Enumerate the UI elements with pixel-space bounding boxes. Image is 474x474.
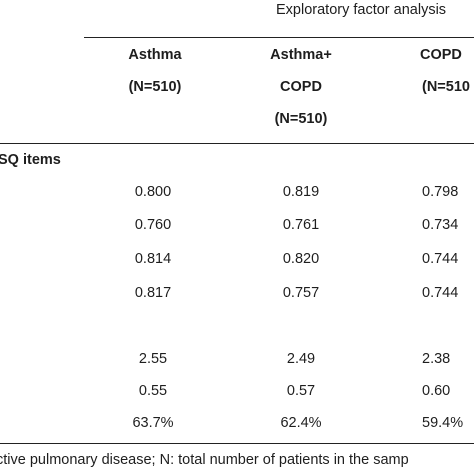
section-label: SQ items bbox=[0, 152, 61, 168]
cell-copd: 0.744 bbox=[422, 251, 459, 267]
cell-copd: 0.798 bbox=[422, 184, 459, 200]
cell-asthma: 0.814 bbox=[134, 251, 172, 267]
bottom-rule bbox=[0, 443, 474, 444]
cell-asthma-copd: 0.819 bbox=[282, 184, 320, 200]
footnote: ctive pulmonary disease; N: total number… bbox=[0, 452, 409, 468]
column-header-asthma-copd-n: (N=510) bbox=[274, 111, 328, 127]
cell-asthma: 0.55 bbox=[138, 383, 168, 399]
column-header-asthma-copd: Asthma+ bbox=[270, 47, 332, 63]
column-header-copd-n: (N=510 bbox=[422, 79, 470, 95]
cell-copd: 2.38 bbox=[422, 351, 451, 367]
cell-asthma-copd: 2.49 bbox=[286, 351, 316, 367]
cell-asthma-copd: 62.4% bbox=[280, 415, 322, 431]
group-title-rule bbox=[84, 37, 474, 38]
cell-asthma: 0.800 bbox=[134, 184, 172, 200]
group-title: Exploratory factor analysis bbox=[276, 2, 447, 18]
cell-copd: 0.60 bbox=[422, 383, 451, 399]
column-header-asthma-n: (N=510) bbox=[128, 79, 182, 95]
header-rule bbox=[0, 143, 474, 144]
cell-asthma: 2.55 bbox=[138, 351, 168, 367]
column-header-copd: COPD bbox=[420, 47, 462, 63]
cell-asthma: 63.7% bbox=[132, 415, 174, 431]
cell-asthma-copd: 0.820 bbox=[282, 251, 320, 267]
cell-copd: 59.4% bbox=[422, 415, 464, 431]
column-header-asthma: Asthma bbox=[128, 47, 182, 63]
cell-asthma: 0.817 bbox=[134, 285, 172, 301]
cell-copd: 0.734 bbox=[422, 217, 459, 233]
cell-copd: 0.744 bbox=[422, 285, 459, 301]
cell-asthma: 0.760 bbox=[134, 217, 172, 233]
cell-asthma-copd: 0.761 bbox=[282, 217, 320, 233]
cell-asthma-copd: 0.757 bbox=[282, 285, 320, 301]
column-header-asthma-copd-line2: COPD bbox=[280, 79, 322, 95]
cell-asthma-copd: 0.57 bbox=[286, 383, 316, 399]
